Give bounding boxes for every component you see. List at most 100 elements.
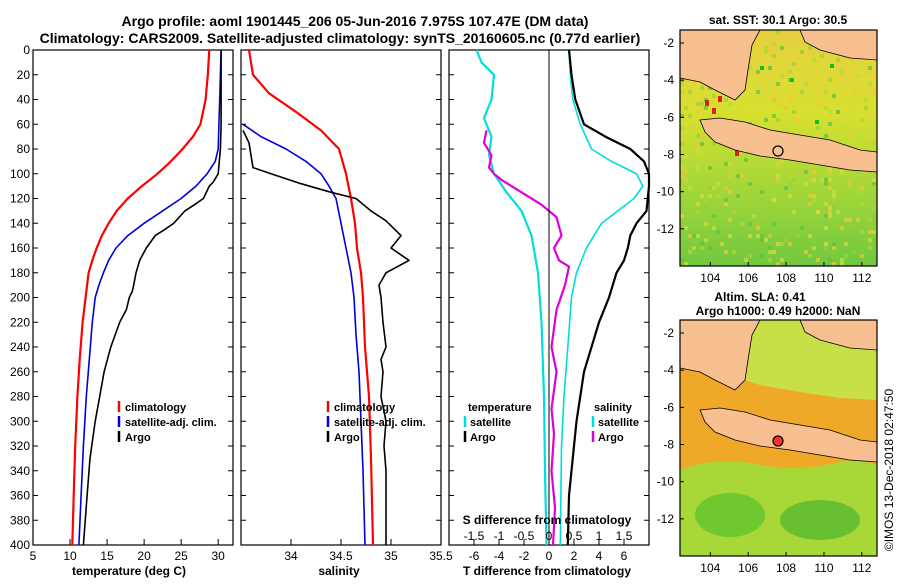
map-lon-label: 108 [776,561,796,575]
sst-pixel [868,218,872,222]
sst-pixel [828,110,832,114]
s-tick-label: 1.5 [616,529,633,543]
y-tick-label: 360 [10,489,30,503]
salinity-plot-frame [240,49,442,546]
series-line-climatology [71,49,211,546]
s-difference-xlabel: S difference from climatology [463,513,632,527]
sst-pixel [700,110,704,114]
sst-pixel [760,102,764,106]
sst-map-frame [679,29,878,267]
sst-pixel [840,262,844,266]
sst-pixel [776,178,780,182]
sst-pixel [864,106,868,110]
sst-pixel [776,242,780,246]
sst-pixel [704,106,708,110]
sst-pixel [792,62,796,66]
sst-pixel [872,142,876,146]
sst-pixel [812,246,816,250]
y-tick-label: 100 [10,167,30,181]
sst-pixel [700,242,704,246]
sst-pixel [700,98,704,102]
legend-label-satellite: satellite-adj. clim. [334,417,426,429]
sst-pixel [684,262,688,266]
sst-pixel [792,58,796,62]
sst-pixel [840,66,844,70]
sst-map-title: sat. SST: 30.1 Argo: 30.5 [709,13,848,27]
sst-pixel [680,210,684,214]
sst-pixel [788,242,792,246]
sst-pixel [796,234,800,238]
sst-pixel [832,198,836,202]
sst-pixel [828,186,832,190]
sst-pixel [812,58,816,62]
sst-pixel [680,206,684,210]
sst-pixel [712,142,716,146]
sst-pixel [708,194,712,198]
sst-pixel [772,30,776,34]
sst-pixel [696,234,700,238]
sst-pixel [760,118,764,122]
sst-pixel [688,234,692,238]
sst-pixel [824,90,828,94]
sst-pixel [692,246,696,250]
series-line-t-satellite [559,49,644,546]
sst-pixel [852,90,856,94]
sst-pixel [820,54,824,58]
sst-pixel [868,134,872,138]
sst-pixel [776,118,780,122]
sst-pixel [808,254,812,258]
sst-pixel [788,182,792,186]
sst-pixel [824,178,828,182]
y-tick-label: 240 [10,340,30,354]
series-line-climatology [247,49,375,546]
sst-pixel [696,202,700,206]
x-tick-label: 15 [100,549,114,563]
sst-pixel [760,94,764,98]
map-lat-label: -4 [663,73,674,87]
sst-hot-pixel [712,108,716,114]
map-lon-label: 106 [738,271,758,285]
sst-pixel [740,222,744,226]
sst-pixel [724,202,728,206]
sst-pixel [812,66,816,70]
sst-pixel [872,206,876,210]
sst-pixel [756,234,760,238]
sst-pixel [796,122,800,126]
java-land [699,407,877,463]
sst-pixel [740,174,744,178]
sst-pixel [696,178,700,182]
sst-pixel [728,162,732,166]
sst-pixel [832,190,836,194]
sst-pixel [704,222,708,226]
sumatra-land [680,320,761,391]
y-tick-label: 280 [10,390,30,404]
sst-pixel [772,114,776,118]
difference-panel: -6 -4 -2 0 2 4 6 -1.5 -1 -0.5 0 0.5 1 1.5 S differen… [448,49,651,578]
sst-pixel [700,142,704,146]
sst-pixel [800,226,804,230]
sst-pixel [836,110,840,114]
temperature-panel: 5 10 15 20 25 30 0 20 40 60 80 100 120 140 160 180 200 2… [10,43,234,578]
y-tick-label: 380 [10,513,30,527]
sst-pixel [700,86,704,90]
sst-pixel [716,182,720,186]
sst-pixel [736,194,740,198]
sst-pixel [808,202,812,206]
sst-pixel [872,230,876,234]
sst-pixel [768,258,772,262]
series-line-satellite-adj-clim- [242,123,366,546]
y-tick-label: 260 [10,365,30,379]
sst-pixel [824,134,828,138]
sst-pixel [852,250,856,254]
sst-pixel [748,234,752,238]
sst-pixel [708,86,712,90]
sst-pixel [872,134,876,138]
sst-pixel [744,258,748,262]
sst-pixel [828,214,832,218]
sst-pixel [788,70,792,74]
sla-map: Altim. SLA: 0.41 Argo h1000: 0.49 h2000:… [657,290,878,575]
legend-title-salinity: salinity [594,402,633,414]
sst-pixel [768,250,772,254]
sst-pixel [828,122,832,126]
sst-pixel [816,126,820,130]
